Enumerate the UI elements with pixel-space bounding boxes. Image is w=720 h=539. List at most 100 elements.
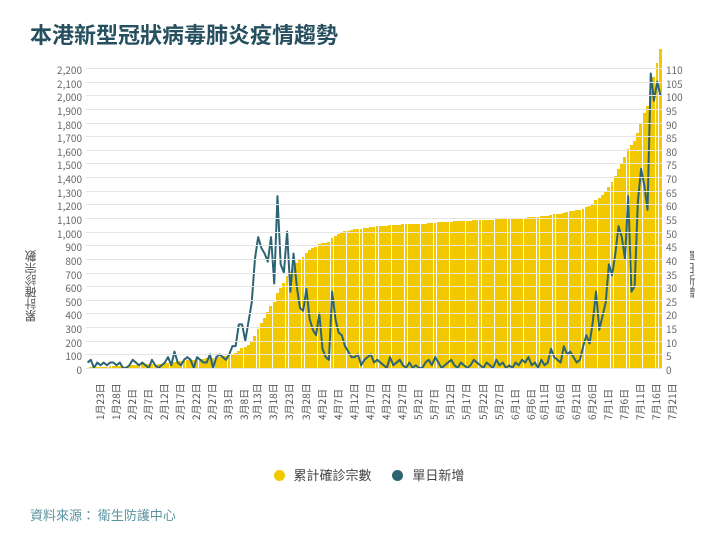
gridline bbox=[86, 300, 662, 301]
gridline bbox=[86, 218, 662, 219]
gridline bbox=[86, 95, 662, 96]
x-tick: 3月13日 bbox=[249, 383, 264, 420]
y-left-tick: 600 bbox=[48, 280, 82, 295]
y-right-tick: 95 bbox=[666, 103, 690, 118]
gridline bbox=[86, 82, 662, 83]
gridline bbox=[86, 354, 662, 355]
x-tick: 4月17日 bbox=[362, 383, 377, 420]
x-tick: 7月11日 bbox=[632, 383, 647, 420]
y-left-tick: 2,000 bbox=[48, 89, 82, 104]
y-right-tick: 40 bbox=[666, 253, 690, 268]
gridline bbox=[86, 204, 662, 205]
y-left-tick: 1,000 bbox=[48, 226, 82, 241]
x-tick: 1月23日 bbox=[92, 383, 107, 420]
x-tick: 7月16日 bbox=[648, 383, 663, 420]
x-axis-labels: 1月23日1月28日2月2日2月7日2月12日2月17日2月22日2月27日3月… bbox=[86, 372, 662, 432]
y-right-tick: 10 bbox=[666, 335, 690, 350]
y-right-tick: 110 bbox=[666, 62, 690, 77]
x-tick: 7月21日 bbox=[664, 383, 679, 420]
y-left-tick: 1,500 bbox=[48, 157, 82, 172]
y-left-tick: 800 bbox=[48, 253, 82, 268]
y-left-tick: 1,300 bbox=[48, 185, 82, 200]
x-tick: 2月12日 bbox=[156, 383, 171, 420]
y-left-tick: 400 bbox=[48, 307, 82, 322]
y-left-tick: 200 bbox=[48, 335, 82, 350]
x-tick: 5月2日 bbox=[410, 389, 425, 420]
gridline bbox=[86, 68, 662, 69]
legend-swatch-daily bbox=[392, 470, 403, 481]
x-tick: 5月22日 bbox=[475, 383, 490, 420]
legend: 累計確診宗數 單日新增 bbox=[0, 465, 720, 484]
x-tick: 6月16日 bbox=[552, 383, 567, 420]
gridline bbox=[86, 259, 662, 260]
x-tick: 2月27日 bbox=[204, 383, 219, 420]
y-right-tick: 20 bbox=[666, 307, 690, 322]
legend-label-daily: 單日新增 bbox=[412, 465, 464, 484]
y-right-tick: 105 bbox=[666, 76, 690, 91]
x-tick: 4月2日 bbox=[314, 389, 329, 420]
x-tick: 5月7日 bbox=[426, 389, 441, 420]
x-tick: 6月26日 bbox=[584, 383, 599, 420]
y-right-tick: 55 bbox=[666, 212, 690, 227]
x-tick: 2月2日 bbox=[124, 389, 139, 420]
y-left-tick: 100 bbox=[48, 348, 82, 363]
y-left-tick: 1,900 bbox=[48, 103, 82, 118]
x-tick: 3月18日 bbox=[265, 383, 280, 420]
y-left-tick: 900 bbox=[48, 239, 82, 254]
x-tick: 3月28日 bbox=[298, 383, 313, 420]
y-left-tick: 300 bbox=[48, 321, 82, 336]
y-left-tick: 2,200 bbox=[48, 62, 82, 77]
y-left-tick: 1,100 bbox=[48, 212, 82, 227]
source-caption: 資料來源： 衛生防護中心 bbox=[30, 505, 176, 524]
y-right-tick: 70 bbox=[666, 171, 690, 186]
gridline bbox=[86, 136, 662, 137]
gridline bbox=[86, 327, 662, 328]
x-tick: 7月6日 bbox=[616, 389, 631, 420]
x-tick: 2月17日 bbox=[172, 383, 187, 420]
x-tick: 5月17日 bbox=[458, 383, 473, 420]
chart-area: 累計確診宗數 單日新增 1月23日1月28日2月2日2月7日2月12日2月17日… bbox=[20, 60, 700, 440]
y-right-tick: 85 bbox=[666, 130, 690, 145]
x-tick: 3月23日 bbox=[281, 383, 296, 420]
y-left-tick: 1,600 bbox=[48, 144, 82, 159]
x-tick: 4月27日 bbox=[394, 383, 409, 420]
daily-line bbox=[88, 73, 661, 368]
y-left-tick: 1,800 bbox=[48, 117, 82, 132]
y-right-tick: 25 bbox=[666, 294, 690, 309]
legend-swatch-cumulative bbox=[274, 470, 285, 481]
x-tick: 2月7日 bbox=[140, 389, 155, 420]
legend-label-cumulative: 累計確診宗數 bbox=[294, 465, 372, 484]
y-right-tick: 90 bbox=[666, 117, 690, 132]
x-tick: 1月28日 bbox=[108, 383, 123, 420]
chart-title: 本港新型冠狀病毒肺炎疫情趨勢 bbox=[30, 18, 338, 50]
x-tick: 7月1日 bbox=[600, 389, 615, 420]
gridline bbox=[86, 245, 662, 246]
y-right-tick: 5 bbox=[666, 348, 690, 363]
x-tick: 4月7日 bbox=[330, 389, 345, 420]
y-right-tick: 35 bbox=[666, 267, 690, 282]
x-tick: 4月12日 bbox=[346, 383, 361, 420]
y-left-tick: 1,400 bbox=[48, 171, 82, 186]
y-right-tick: 65 bbox=[666, 185, 690, 200]
gridline bbox=[86, 109, 662, 110]
y-right-tick: 15 bbox=[666, 321, 690, 336]
y-left-tick: 500 bbox=[48, 294, 82, 309]
gridline bbox=[86, 191, 662, 192]
y-right-tick: 75 bbox=[666, 157, 690, 172]
y-left-tick: 1,200 bbox=[48, 198, 82, 213]
gridline bbox=[86, 163, 662, 164]
x-tick: 6月1日 bbox=[507, 389, 522, 420]
gridline bbox=[86, 313, 662, 314]
y-right-tick: 100 bbox=[666, 89, 690, 104]
gridline bbox=[86, 341, 662, 342]
y-axis-left-label: 累計確診宗數 bbox=[22, 250, 39, 322]
x-tick: 5月12日 bbox=[442, 383, 457, 420]
y-right-tick: 80 bbox=[666, 144, 690, 159]
y-right-tick: 0 bbox=[666, 362, 690, 377]
y-right-tick: 30 bbox=[666, 280, 690, 295]
gridline bbox=[86, 286, 662, 287]
gridline bbox=[86, 150, 662, 151]
y-left-tick: 700 bbox=[48, 267, 82, 282]
gridline bbox=[86, 123, 662, 124]
x-tick: 4月22日 bbox=[378, 383, 393, 420]
